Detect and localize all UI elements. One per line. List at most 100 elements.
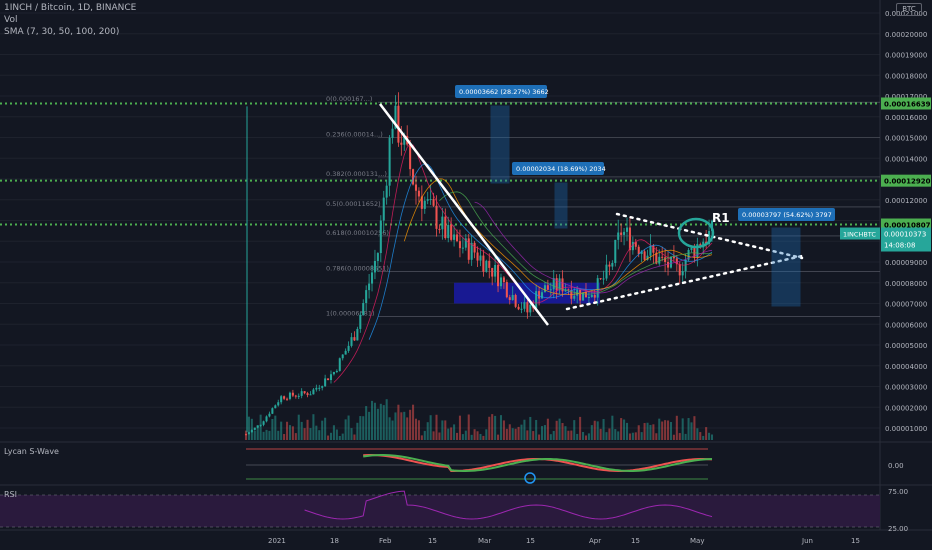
candle-body	[620, 232, 623, 235]
volume-bar	[529, 416, 532, 440]
candle-body	[288, 392, 291, 399]
candle-body	[491, 267, 494, 277]
volume-bar	[335, 429, 338, 440]
candle-body	[485, 260, 488, 272]
rsi-lower-label: 25.00	[888, 525, 908, 533]
volume-bar	[699, 432, 702, 440]
candle-body	[502, 277, 505, 283]
volume-bar	[655, 433, 658, 440]
volume-bar	[570, 430, 573, 440]
candle-body	[309, 394, 312, 396]
volume-bar	[350, 428, 353, 440]
candle-body	[508, 297, 511, 300]
sma-indicator-label[interactable]: SMA (7, 30, 50, 100, 200)	[4, 27, 120, 37]
time-axis-label: 2021	[268, 537, 286, 545]
volume-bar	[291, 426, 294, 440]
time-axis-label: Jun	[801, 537, 813, 545]
candle-body	[517, 306, 520, 310]
candle-body	[611, 262, 614, 267]
rsi-band	[0, 495, 880, 527]
volume-bar	[382, 405, 385, 440]
volume-indicator-label[interactable]: Vol	[4, 15, 18, 25]
volume-bar	[710, 434, 714, 440]
candle-body	[473, 242, 476, 253]
volume-bar	[309, 428, 312, 440]
volume-bar	[485, 429, 488, 440]
volume-bar	[262, 431, 265, 440]
highlight-circle[interactable]	[677, 217, 715, 249]
symbol-tag-box	[840, 227, 880, 240]
r1-annotation: R1	[712, 211, 730, 225]
swave-pane-title[interactable]: Lycan S-Wave	[4, 447, 59, 456]
candle-body	[359, 314, 362, 329]
swave-circle-marker	[524, 472, 536, 484]
volume-bar	[502, 420, 505, 440]
measure-box[interactable]	[554, 182, 568, 229]
price-axis-tick: 0.00005000	[885, 342, 927, 350]
candle-body	[623, 231, 626, 235]
volume-bar	[538, 434, 541, 440]
candle-body	[499, 277, 503, 287]
candle-body	[470, 242, 473, 260]
candle-body	[294, 395, 297, 397]
level-price-text: 0.00016639	[884, 100, 931, 108]
downtrend-line[interactable]	[379, 103, 549, 326]
candle-body	[526, 302, 529, 313]
volume-bar	[602, 419, 605, 440]
candle-body	[306, 393, 309, 396]
measure-box[interactable]	[490, 105, 510, 184]
candle-body	[356, 328, 359, 341]
candle-body	[315, 387, 318, 390]
triangle-lower-line[interactable]	[565, 254, 804, 311]
candle-body	[625, 227, 629, 232]
candle-body	[628, 227, 631, 251]
symbol-tag: 1INCHBTC	[843, 231, 876, 239]
volume-bar	[608, 428, 611, 440]
volume-bar	[664, 420, 667, 440]
candle-body	[382, 197, 385, 221]
volume-bar	[684, 433, 687, 440]
candle-body	[335, 370, 338, 373]
volume-bar	[637, 425, 640, 440]
candle-body	[678, 264, 681, 276]
candle-body	[573, 295, 576, 299]
candle-body	[265, 416, 268, 422]
volume-bar	[321, 420, 324, 440]
candle-body	[435, 205, 438, 229]
candle-body	[649, 245, 652, 256]
candle-body	[429, 199, 432, 201]
volume-bar	[394, 412, 397, 440]
candle-body	[614, 239, 617, 263]
candle-body	[652, 245, 655, 253]
volume-bar	[499, 415, 503, 440]
volume-bar	[617, 431, 620, 440]
price-axis-tick: 0.00001000	[885, 425, 927, 433]
candle-body	[268, 413, 271, 417]
candle-body	[286, 398, 289, 400]
volume-bar	[458, 415, 461, 440]
volume-bar	[344, 419, 347, 440]
currency-button[interactable]: BTC	[896, 3, 922, 16]
volume-bar	[315, 425, 318, 440]
candle-body	[253, 427, 256, 430]
sma-line	[403, 178, 713, 295]
volume-bar	[658, 418, 661, 440]
volume-bar	[667, 420, 670, 440]
measure-box[interactable]	[771, 227, 801, 307]
candle-body	[511, 294, 514, 300]
volume-bar	[435, 414, 438, 440]
volume-bar	[417, 420, 420, 440]
volume-bar	[514, 428, 517, 440]
candle-body	[675, 258, 678, 265]
volume-bar	[561, 423, 564, 440]
fib-level-label: 0.786(0.00008551)	[326, 264, 389, 272]
rsi-pane-title[interactable]: RSI	[4, 490, 17, 499]
time-axis-label: 15	[851, 537, 860, 545]
volume-bar	[526, 430, 529, 440]
volume-bar	[669, 421, 672, 440]
price-axis-tick: 0.00006000	[885, 321, 927, 329]
volume-bar	[532, 431, 535, 440]
candle-body	[447, 225, 450, 239]
candle-body	[646, 255, 649, 260]
